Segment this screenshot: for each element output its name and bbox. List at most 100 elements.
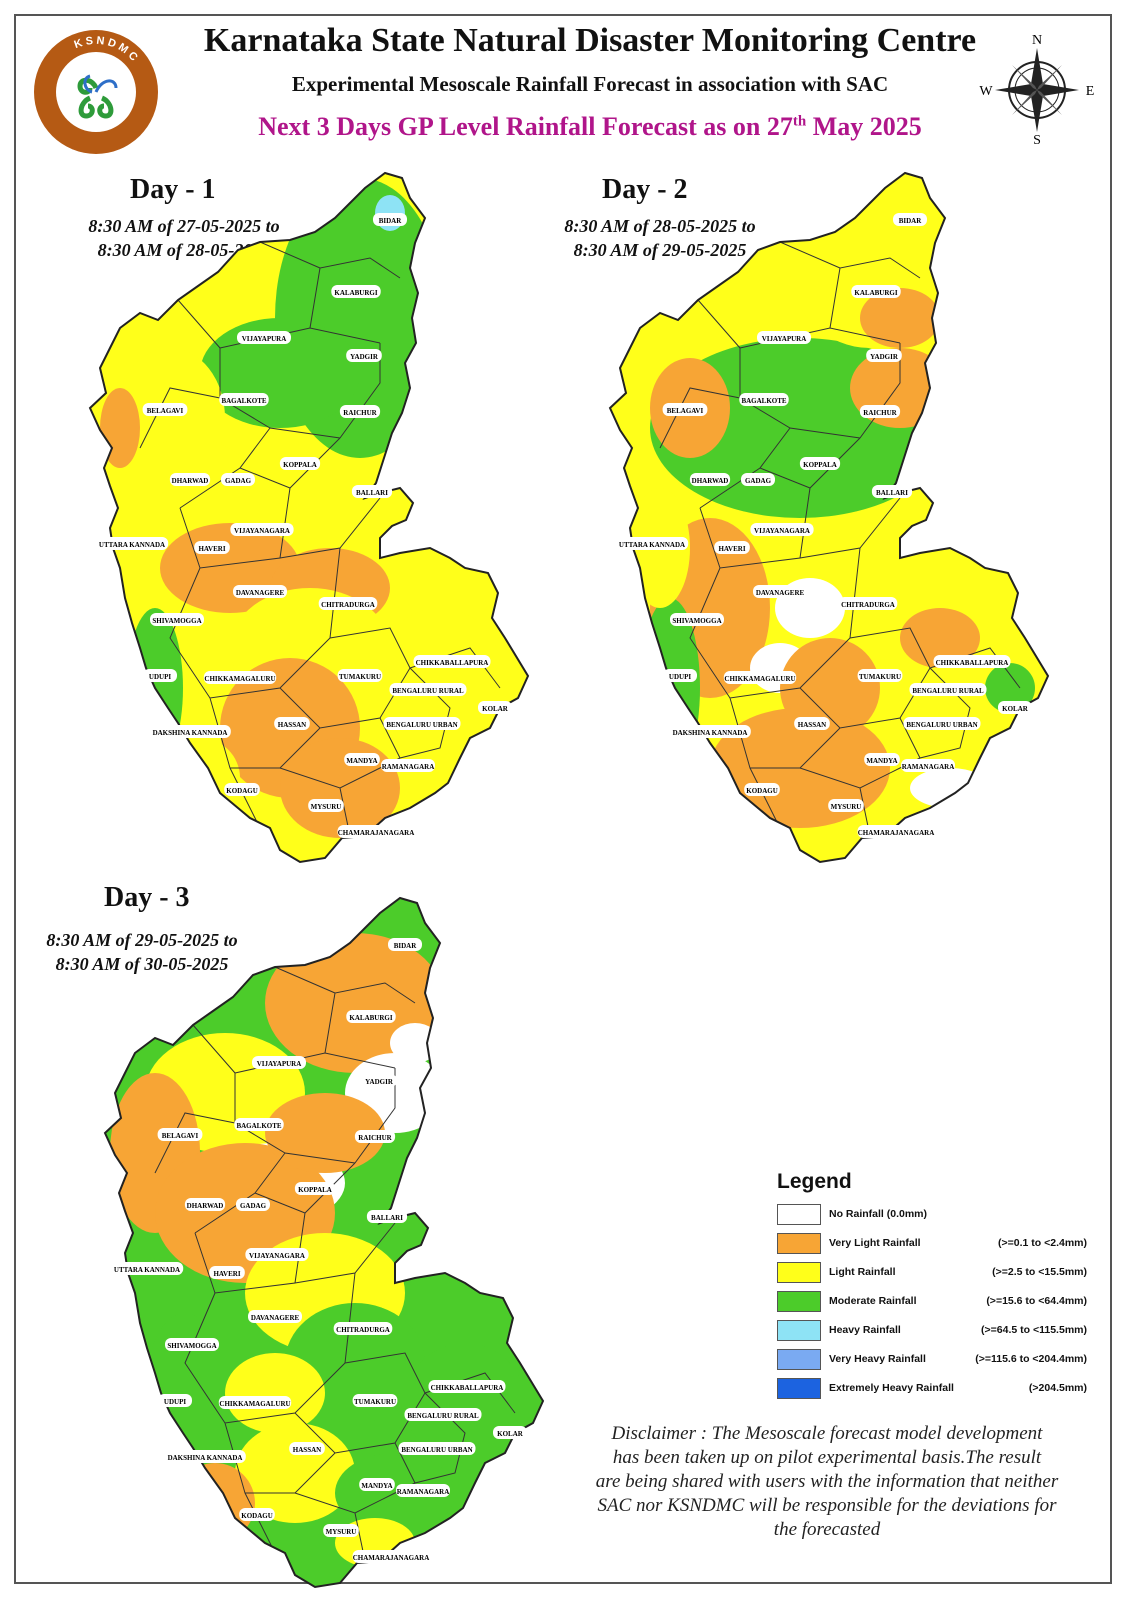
district-label: RAMANAGARA <box>396 1484 450 1497</box>
district-name: RAICHUR <box>358 1134 392 1142</box>
district-label: HASSAN <box>289 1442 325 1455</box>
district-name: CHIKKABALLAPURA <box>431 1384 504 1392</box>
legend-swatch <box>777 1262 821 1283</box>
district-label: MYSURU <box>323 1524 359 1537</box>
rainfall-zone <box>160 738 240 818</box>
district-label-bg <box>864 753 900 766</box>
district-label: RAICHUR <box>354 1130 396 1143</box>
district-label: UDUPI <box>143 669 177 682</box>
district-label: GADAG <box>741 473 775 486</box>
district-label-bg <box>744 783 780 796</box>
district-label: UTTARA KANNADA <box>615 537 689 550</box>
district-name: UDUPI <box>149 673 171 681</box>
district-label: KOLAR <box>493 1426 527 1439</box>
district-name: KOLAR <box>497 1430 524 1438</box>
legend-row: Extremely Heavy Rainfall (>204.5mm) <box>777 1376 1097 1405</box>
district-label-bg <box>157 1128 203 1141</box>
district-label-bg <box>169 473 211 486</box>
district-label-bg <box>221 473 255 486</box>
district-label: KODAGU <box>744 783 780 796</box>
day2-title: Day - 2 <box>602 174 688 205</box>
district-label: KOLAR <box>998 701 1032 714</box>
district-label-bg <box>233 585 287 598</box>
disclaimer-line: has been taken up on pilot experimental … <box>612 1447 1042 1468</box>
disclaimer-line: are being shared with users with the inf… <box>595 1471 1059 1492</box>
district-label-bg <box>346 1010 396 1023</box>
headline-suffix: May 2025 <box>806 112 922 141</box>
district-name: TUMAKURU <box>354 1398 396 1406</box>
district-name: CHIKKAMAGALURU <box>724 675 795 683</box>
district-label-bg <box>857 669 903 682</box>
district-name: MANDYA <box>866 757 897 765</box>
district-name: RAMANAGARA <box>397 1488 450 1496</box>
district-label-bg <box>838 597 898 610</box>
page-subtitle: Experimental Mesoscale Rainfall Forecast… <box>291 72 889 96</box>
district-label-bg <box>294 1182 336 1195</box>
district-label: HASSAN <box>274 717 310 730</box>
district-label-bg <box>998 701 1032 714</box>
district-name: KODAGU <box>226 787 258 795</box>
day3-title: Day - 3 <box>104 882 190 913</box>
district-name: RAMANAGARA <box>382 763 435 771</box>
legend-label: Light Rainfall <box>829 1266 896 1278</box>
legend-label: Moderate Rainfall <box>829 1295 917 1307</box>
district-label: BENGALURU URBAN <box>903 717 981 730</box>
district-label: KALABURGI <box>346 1010 396 1023</box>
district-label-bg <box>383 717 461 730</box>
disclaimer-line: the forecasted <box>773 1519 881 1540</box>
legend-label: Heavy Rainfall <box>829 1324 901 1336</box>
state-outline <box>103 896 545 1589</box>
day1-range-end: 8:30 AM of 28-05-2025 <box>97 240 271 260</box>
district-label-bg <box>318 597 378 610</box>
district-label-bg <box>723 671 797 684</box>
district-label: RAMANAGARA <box>901 759 955 772</box>
district-label-bg <box>352 1550 430 1563</box>
legend-row: Moderate Rainfall (>=15.6 to <64.4mm) <box>777 1289 1097 1318</box>
district-label-bg <box>663 669 697 682</box>
district-label: DAVANAGERE <box>248 1310 302 1323</box>
forecast-headline: Next 3 Days GP Level Rainfall Forecast a… <box>150 112 1030 142</box>
district-label-bg <box>339 405 381 418</box>
legend-row: Very Light Rainfall (>=0.1 to <2.4mm) <box>777 1231 1097 1260</box>
legend-row: No Rainfall (0.0mm) <box>777 1202 1097 1231</box>
legend-label: Extremely Heavy Rainfall <box>829 1382 954 1394</box>
district-name: GADAG <box>745 477 772 485</box>
district-name: GADAG <box>225 477 252 485</box>
district-label-bg <box>218 1396 292 1409</box>
district-label: BELAGAVI <box>157 1128 203 1141</box>
district-name: BENGALURU URBAN <box>401 1446 472 1454</box>
district-name: VIJAYAPURA <box>257 1060 302 1068</box>
district-name: CHIKKAMAGALURU <box>219 1400 290 1408</box>
day2-range-start: 8:30 AM of 28-05-2025 to <box>564 216 756 236</box>
district-name: BAGALKOTE <box>741 397 786 405</box>
district-label-bg <box>689 473 731 486</box>
district-name: DHARWAD <box>172 477 209 485</box>
district-label: MYSURU <box>308 799 344 812</box>
district-name: TUMAKURU <box>339 673 381 681</box>
district-name: BAGALKOTE <box>221 397 266 405</box>
day3-range: 8:30 AM of 29-05-2025 to 8:30 AM of 30-0… <box>22 928 262 976</box>
district-label-bg <box>209 1266 245 1279</box>
district-label: TUMAKURU <box>337 669 383 682</box>
legend-label: Very Light Rainfall <box>829 1237 921 1249</box>
district-label-bg <box>203 671 277 684</box>
district-label: UDUPI <box>158 1394 192 1407</box>
rainfall-zone <box>265 1093 385 1173</box>
rainfall-zone <box>225 1353 325 1433</box>
disclaimer-line: Disclaimer : The Mesoscale forecast mode… <box>611 1423 1043 1444</box>
legend-swatch <box>777 1291 821 1312</box>
rainfall-zone <box>985 663 1035 713</box>
district-name: MYSURU <box>326 1528 357 1536</box>
district-label-bg <box>866 349 902 362</box>
district-label: KOPPALA <box>799 457 841 470</box>
district-label: CHIKKAMAGALURU <box>218 1396 292 1409</box>
district-label-bg <box>828 799 864 812</box>
district-label-bg <box>234 1118 284 1131</box>
district-label-bg <box>669 725 751 738</box>
district-label-bg <box>901 759 955 772</box>
district-label: UTTARA KANNADA <box>110 1262 184 1275</box>
district-label: KODAGU <box>239 1508 275 1521</box>
district-label: TUMAKURU <box>352 1394 398 1407</box>
district-label: CHIKKAMAGALURU <box>203 671 277 684</box>
district-name: RAICHUR <box>863 409 897 417</box>
